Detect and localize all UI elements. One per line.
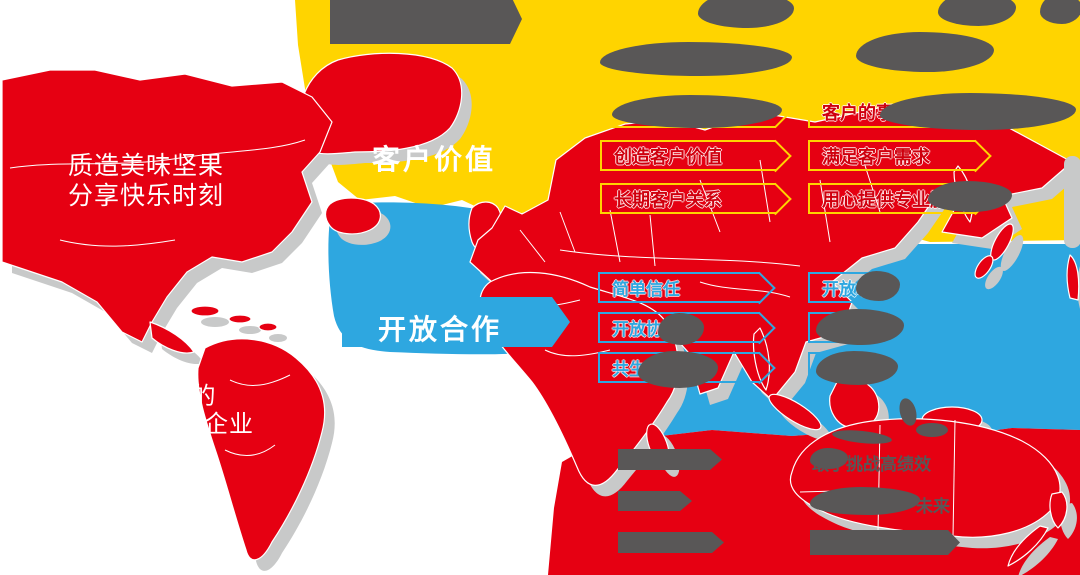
- excellence-item-arrow: [618, 449, 722, 470]
- cutoff-gray-banner: [330, 0, 522, 44]
- customer-value-item: 长期客户关系: [600, 183, 776, 214]
- open-cooperation-item-label: 简单信任: [612, 280, 680, 299]
- obscured-text-blob: [810, 487, 920, 515]
- obscured-text-blob: [638, 351, 718, 388]
- obscured-text-blob: [856, 32, 994, 72]
- obscured-text-blob: [658, 313, 704, 345]
- obscured-text-blob: [600, 42, 792, 76]
- obscured-text-blob: [928, 181, 1012, 212]
- mission-line1: 质造美味坚果: [68, 152, 225, 180]
- gray-islands: [832, 398, 948, 444]
- open-cooperation-chevron: [342, 297, 570, 347]
- section-label-customer-value: 客户价值: [372, 144, 497, 175]
- customer-value-item-label: 创造客户价值: [614, 146, 722, 167]
- cutoff-gray-blob: [1040, 0, 1080, 24]
- obscured-text-blob: [880, 93, 1076, 130]
- obscured-text-blob: [816, 351, 898, 385]
- vision-line1: 全球领先的: [91, 383, 217, 410]
- open-cooperation-item: [808, 352, 966, 383]
- vision-text: 全球领先的 坚果休闲食品企业: [48, 383, 260, 439]
- gray-edge-shape: [1064, 156, 1080, 248]
- section-label-excellence: 卓越绩效: [377, 492, 502, 523]
- customer-value-item-label: 长期客户关系: [614, 189, 722, 210]
- customer-value-item: 满足客户需求: [808, 140, 976, 171]
- excellence-item-label: 未来: [916, 497, 950, 516]
- excellence-item-arrow: [618, 532, 724, 553]
- excellence-item-arrow: [618, 491, 692, 511]
- mission-text: 质造美味坚果 分享快乐时刻: [68, 151, 224, 211]
- mission-line2: 分享快乐时刻: [68, 182, 225, 210]
- obscured-text-blob: [810, 530, 960, 555]
- obscured-text-blob: [856, 271, 900, 301]
- vision-line2: 坚果休闲食品企业: [54, 411, 254, 438]
- obscured-text-blob: [816, 309, 904, 345]
- obscured-text-blob: [612, 95, 782, 128]
- obscured-text-blob: [810, 448, 848, 469]
- section-label-open-cooperation: 开放合作: [378, 314, 503, 345]
- open-cooperation-item: 简单信任: [598, 272, 760, 303]
- customer-value-item-label: 满足客户需求: [822, 146, 930, 167]
- customer-value-item: 创造客户价值: [600, 140, 776, 171]
